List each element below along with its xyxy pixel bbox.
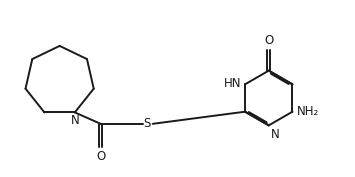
Text: NH₂: NH₂ xyxy=(297,105,319,118)
Text: S: S xyxy=(144,117,151,130)
Text: N: N xyxy=(70,114,79,127)
Text: O: O xyxy=(264,35,273,47)
Text: N: N xyxy=(271,128,279,141)
Text: HN: HN xyxy=(224,77,241,90)
Text: O: O xyxy=(96,150,105,163)
